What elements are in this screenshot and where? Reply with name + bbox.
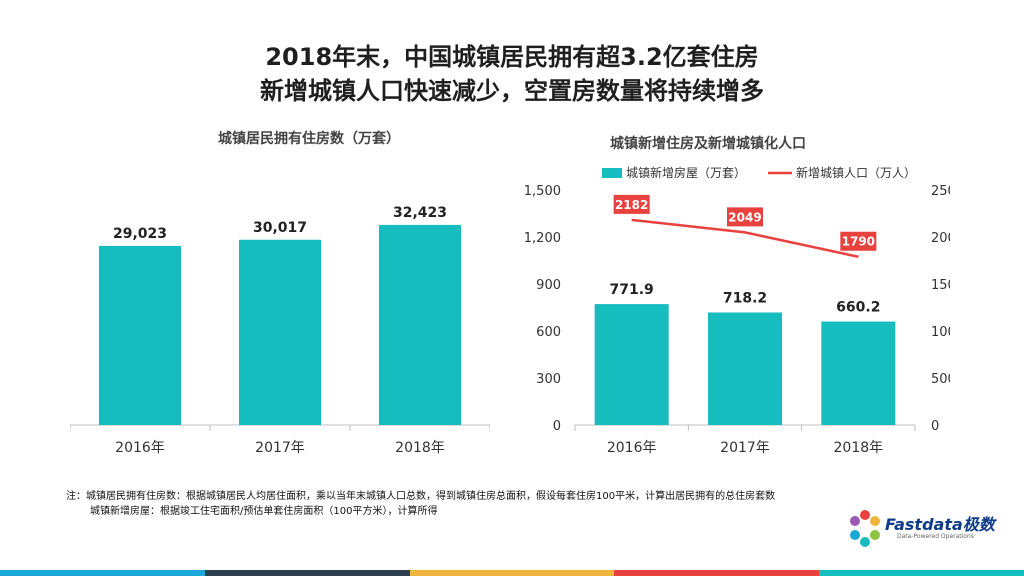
logo-wordmark: Fastdata极数 bbox=[885, 515, 995, 534]
x-tick-label: 2018年 bbox=[395, 440, 445, 456]
bar-value-label: 29,023 bbox=[113, 226, 167, 242]
x-tick-label: 2016年 bbox=[607, 440, 657, 456]
legend-bar-swatch bbox=[602, 168, 622, 178]
y-right-tick-label: 2000 bbox=[931, 231, 950, 246]
new-housing-combo-chart: 城镇新增房屋（万套） 新增城镇人口（万人） 0 300 600 900 1,200 1,500… bbox=[524, 165, 950, 456]
bar-2018年 bbox=[821, 321, 896, 425]
footer-color-segment bbox=[204, 570, 410, 576]
line-label-box bbox=[613, 194, 650, 214]
line-label-box bbox=[840, 231, 877, 251]
y-left-tick-label: 900 bbox=[536, 278, 561, 293]
y-left-tick-label: 300 bbox=[536, 372, 561, 387]
footnote-line1: 注：城镇居民拥有住房数：根据城镇居民人均居住面积，乘以当年末城镇人口总数，得到城… bbox=[66, 491, 776, 502]
fastdata-logo: Fastdata极数 Data-Powered Operations bbox=[845, 505, 995, 555]
population-line bbox=[631, 218, 859, 258]
logo-flower-icon bbox=[850, 510, 880, 547]
line-label-box bbox=[727, 207, 763, 227]
footer-color-segment bbox=[0, 570, 205, 576]
page-title-line2: 新增城镇人口快速减少，空置房数量将持续增多 bbox=[260, 77, 764, 105]
housing-stock-bar-chart: 29,023 2016年 30,017 2017年 32,423 2018年 bbox=[70, 205, 490, 456]
bar-2018年 bbox=[379, 224, 461, 425]
line-value-label: 2182 bbox=[615, 198, 648, 212]
y-right-tick-label: 1500 bbox=[931, 278, 950, 293]
y-left-tick-label: 1,200 bbox=[524, 231, 561, 246]
bar-2017年 bbox=[239, 239, 321, 425]
line-value-label: 1790 bbox=[842, 235, 875, 249]
x-tick-label: 2017年 bbox=[720, 440, 770, 456]
bar-2016年 bbox=[594, 304, 669, 425]
footnote-line2: 城镇新增房屋：根据竣工住宅面积/预估单套住房面积（100平方米），计算所得 bbox=[90, 506, 438, 517]
y-right-tick-label: 0 bbox=[931, 419, 939, 434]
footer-color-bar bbox=[0, 570, 1024, 576]
footer-color-segment bbox=[819, 570, 1024, 576]
legend-bar-label: 城镇新增房屋（万套） bbox=[626, 165, 746, 180]
y-left-tick-label: 1,500 bbox=[524, 184, 561, 199]
y-left-tick-label: 0 bbox=[553, 419, 561, 434]
bar-value-label: 771.9 bbox=[610, 282, 654, 298]
legend-line-label: 新增城镇人口（万人） bbox=[796, 165, 916, 180]
y-left-tick-label: 600 bbox=[536, 325, 561, 340]
chart2-title: 城镇新增住房及新增城镇化人口 bbox=[610, 136, 806, 152]
x-tick-label: 2017年 bbox=[255, 440, 305, 456]
x-tick-label: 2018年 bbox=[834, 440, 884, 456]
y-right-tick-label: 1000 bbox=[931, 325, 950, 340]
x-tick-label: 2016年 bbox=[115, 440, 165, 456]
bar-value-label: 30,017 bbox=[253, 220, 307, 236]
footer-color-segment bbox=[409, 570, 615, 576]
bar-2017年 bbox=[708, 312, 782, 425]
logo-tagline: Data-Powered Operations bbox=[897, 533, 974, 540]
chart1-title: 城镇居民拥有住房数（万套） bbox=[218, 131, 400, 147]
page-title-line1: 2018年末，中国城镇居民拥有超3.2亿套住房 bbox=[265, 43, 759, 71]
y-right-tick-label: 2500 bbox=[931, 184, 950, 199]
footer-color-segment bbox=[614, 570, 820, 576]
bar-value-label: 32,423 bbox=[393, 205, 447, 221]
line-value-label: 2049 bbox=[728, 210, 761, 224]
bar-2016年 bbox=[99, 245, 181, 425]
bar-value-label: 718.2 bbox=[723, 290, 767, 306]
y-right-tick-label: 500 bbox=[931, 372, 950, 387]
bar-value-label: 660.2 bbox=[836, 300, 880, 316]
